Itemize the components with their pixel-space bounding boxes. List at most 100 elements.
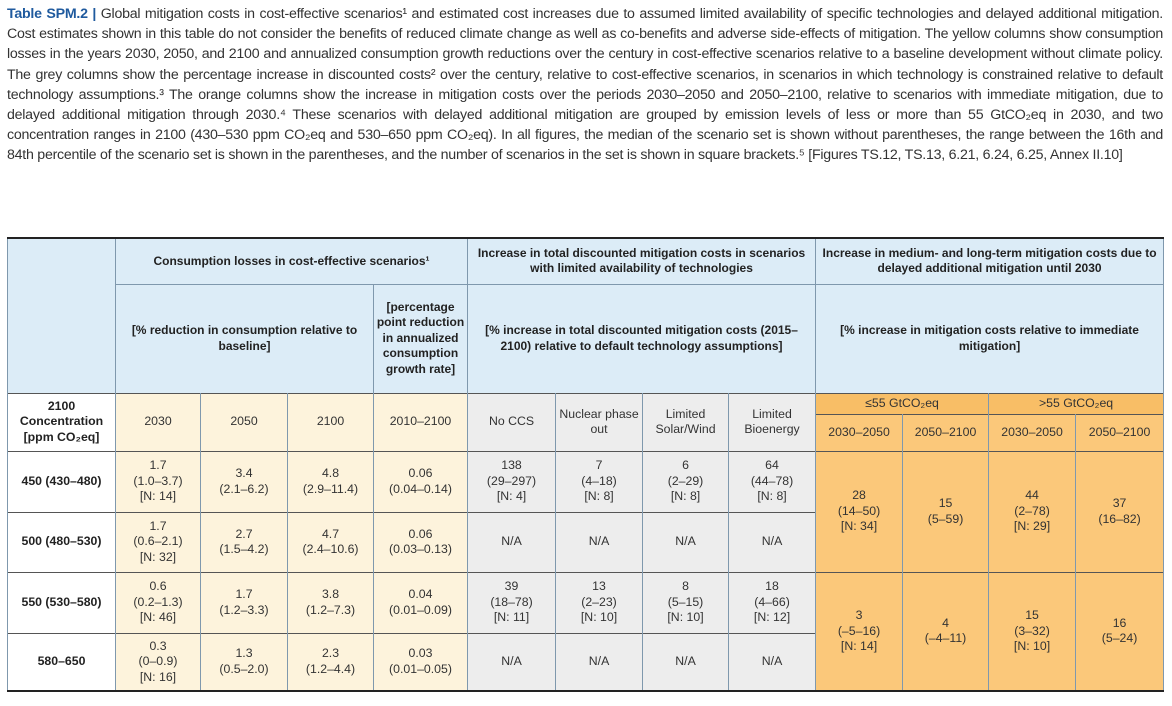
value-cell: 0.04 (0.01–0.09)	[372, 571, 469, 633]
value-cell-line: 8	[682, 579, 689, 594]
value-cell: 0.06 (0.03–0.13)	[372, 511, 469, 572]
value-cell: 2.7 (1.5–4.2)	[200, 511, 288, 572]
value-cell-line: 39	[504, 579, 519, 594]
delay-cell-line: [N: 29]	[1013, 519, 1051, 534]
group-title: Increase in total discounted mitigation …	[467, 238, 817, 285]
value-cell: 2.3 (1.2–4.4)	[287, 632, 374, 691]
value-cell-line: [N: 4]	[496, 489, 527, 504]
delay-cell-line: [N: 10]	[1013, 639, 1051, 653]
value-cell-line: 0.6	[149, 579, 167, 594]
concentration-header: 2100 Concentration [ppm CO₂eq]	[7, 392, 116, 451]
value-cell: 0.06 (0.04–0.14)	[372, 450, 469, 512]
value-cell-line: (1.2–4.4)	[305, 661, 356, 676]
row-label-line: 550 (530–580)	[21, 594, 102, 609]
value-cell-line: N/A	[675, 654, 696, 668]
value-cell-line: (0–0.9)	[138, 654, 178, 668]
column-header-line: Limited Bioenergy	[744, 406, 800, 437]
table-row: 580–650 0.3 (0–0.9) [N: 16] 1.3 (0.5–2.0) 2.3(…	[7, 632, 1164, 691]
value-cell-line: (2.4–10.6)	[302, 542, 359, 556]
table-row: 450 (430–480) 1.7 (1.0–3.7) [N: 14] 3.4 (2.1–…	[7, 450, 1165, 572]
group-title-line: Increase in total discounted mitigation …	[477, 245, 806, 276]
delay-column-line: 2030–2050	[1001, 424, 1063, 439]
value-cell-line: (0.5–2.0)	[219, 661, 269, 676]
delay-column: 2030–2050	[815, 413, 904, 451]
table-row: 500 (480–530) 1.7 (0.6–2.1) [N: 32] 2.7 (1.5–…	[7, 511, 1164, 572]
row-label-line: 580–650	[37, 654, 86, 668]
concentration-header-line: Concentration	[19, 414, 104, 429]
delay-column-line: 2050–2100	[1088, 424, 1151, 439]
delay-cell-line: (16–82)	[1098, 511, 1141, 526]
value-cell-line: (5–15)	[667, 594, 704, 609]
unit: [% reduction in consumption relative to …	[115, 284, 374, 393]
delay-cell: 16 (5–24)	[1075, 571, 1165, 691]
column-header-line: Nuclear phase out	[559, 406, 639, 437]
column-header: Limited Bioenergy	[728, 392, 817, 451]
value-cell-line: 3.8	[321, 587, 340, 601]
delay-cell-line: 16	[1112, 615, 1127, 630]
value-cell-line: (0.6–2.1)	[133, 534, 183, 549]
value-cell: 18 (4–66) [N: 12]	[728, 571, 817, 633]
delay-cell-line: (–4–11)	[924, 631, 967, 646]
delay-cell-line: 28	[852, 488, 866, 503]
value-cell: 3.4 (2.1–6.2)	[200, 450, 288, 512]
value-cell: N/A	[728, 511, 817, 572]
value-cell-line: (18–78)	[490, 594, 533, 609]
delay-group-line: >55 GtCO₂eq	[1038, 395, 1114, 410]
column-header: 2100	[287, 392, 374, 451]
delay-cell-line: 44	[1025, 488, 1039, 503]
value-cell: N/A	[642, 511, 730, 572]
column-header-line: 2010–2100	[389, 414, 452, 429]
value-cell-line: 1.3	[235, 646, 253, 661]
unit: [percentage point reduction in annualize…	[372, 284, 469, 393]
value-cell-line: 4.7	[321, 526, 340, 541]
delay-cell-line: 4	[942, 615, 949, 630]
delay-cell-line: 3	[855, 608, 863, 622]
delay-group: ≤55 GtCO₂eq	[815, 392, 990, 414]
value-cell: 1.3 (0.5–2.0)	[200, 632, 288, 691]
value-cell-line: [N: 16]	[139, 669, 177, 684]
cost-table: Consumption losses in cost-effective sce…	[7, 237, 1165, 692]
column-header-line: 2050	[230, 414, 258, 429]
row-label: 500 (480–530)	[7, 511, 116, 572]
value-cell-line: N/A	[761, 534, 783, 549]
table-row: Consumption losses in cost-effective sce…	[7, 238, 1165, 393]
column-header: 2010–2100	[372, 392, 469, 451]
value-cell-line: (4–18)	[581, 473, 617, 488]
value-cell-line: 6	[682, 458, 689, 473]
row-label-line: 450 (430–480)	[21, 473, 102, 488]
delay-cell-line: (3–32)	[1014, 623, 1050, 638]
delay-cell: 15 (5–59)	[902, 450, 990, 572]
value-cell: 6 (2–29) [N: 8]	[642, 450, 730, 512]
value-cell-line: [N: 46]	[139, 610, 177, 625]
row-label: 550 (530–580)	[7, 571, 116, 633]
group-title-line: Increase in medium- and long-term mitiga…	[822, 245, 1157, 276]
value-cell: N/A	[467, 511, 557, 572]
value-cell-line: [N: 14]	[139, 489, 177, 504]
concentration-header-line: 2100	[47, 398, 76, 413]
table-row: 550 (530–580) 0.6 (0.2–1.3) [N: 46] 1.7 (1.2–…	[7, 571, 1165, 691]
delay-cell-line: (–5–16)	[837, 623, 881, 638]
value-cell-line: 3.4	[235, 466, 253, 480]
value-cell-line: (0.03–0.13)	[389, 542, 452, 556]
column-header: No CCS	[467, 392, 557, 451]
unit: [% increase in mitigation costs relative…	[815, 284, 1165, 393]
value-cell: 1.7 (0.6–2.1) [N: 32]	[115, 511, 201, 572]
value-cell-line: 64	[765, 458, 779, 473]
table-row: [% reduction in consumption relative to …	[8, 284, 1165, 393]
delay-cell-line: [N: 34]	[840, 519, 878, 534]
value-cell: 1.7 (1.0–3.7) [N: 14]	[115, 450, 201, 512]
value-cell-line: 1.7	[235, 587, 253, 601]
value-cell-line: 1.7	[149, 458, 167, 473]
value-cell: N/A	[642, 632, 730, 691]
value-cell-line: N/A	[675, 534, 696, 549]
column-header-line: Limited Solar/Wind	[655, 406, 716, 437]
value-cell: 64 (44–78) [N: 8]	[728, 450, 817, 512]
value-cell: 4.8 (2.9–11.4)	[287, 450, 374, 512]
group-title-line: Consumption losses in cost-effective sce…	[153, 253, 430, 268]
value-cell: N/A	[555, 632, 644, 691]
value-cell-line: [N: 12]	[753, 610, 791, 625]
column-header: Limited Solar/Wind	[642, 392, 730, 451]
delay-cell-line: [N: 14]	[840, 639, 878, 653]
value-cell: 0.03 (0.01–0.05)	[372, 632, 469, 691]
